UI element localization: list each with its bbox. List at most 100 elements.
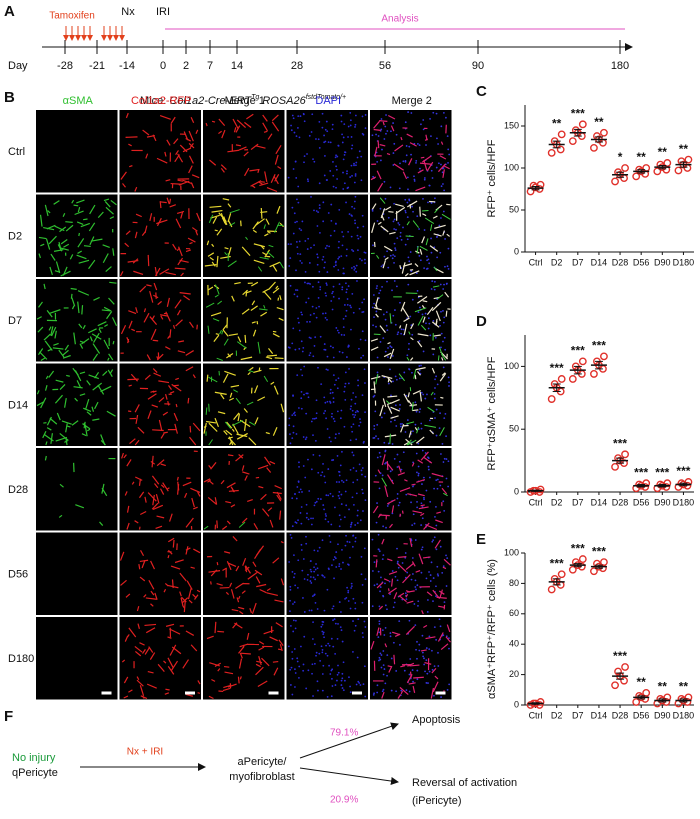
scale-bar <box>185 691 195 695</box>
texture <box>339 464 342 467</box>
texture <box>350 306 352 309</box>
texture <box>406 421 415 425</box>
texture <box>208 465 212 469</box>
texture <box>428 419 431 422</box>
texture <box>388 571 398 575</box>
texture <box>380 118 383 120</box>
texture <box>190 487 201 493</box>
nx-iri: Nx + IRI <box>127 747 163 758</box>
texture <box>290 666 293 669</box>
texture <box>386 499 396 505</box>
texture <box>356 410 359 412</box>
texture <box>425 636 436 640</box>
texture <box>239 676 242 680</box>
texture <box>343 390 346 393</box>
texture <box>331 564 333 567</box>
texture <box>317 366 319 369</box>
texture <box>352 467 355 469</box>
texture <box>232 622 238 629</box>
texture <box>188 165 193 174</box>
texture <box>394 249 397 251</box>
texture <box>197 491 201 497</box>
texture <box>435 375 438 378</box>
texture <box>306 153 308 155</box>
superscript: Tg <box>251 94 259 101</box>
texture <box>141 231 146 236</box>
texture <box>441 171 444 174</box>
texture <box>442 340 444 343</box>
texture <box>364 499 367 502</box>
texture <box>415 588 417 591</box>
texture <box>101 487 108 497</box>
texture <box>437 355 440 361</box>
texture <box>405 598 408 601</box>
texture <box>213 334 220 342</box>
reversal: Reversal of activation <box>412 777 517 789</box>
texture <box>376 356 379 359</box>
texture <box>385 324 388 327</box>
texture <box>296 252 299 255</box>
texture <box>151 502 159 510</box>
texture <box>66 374 70 377</box>
texture <box>418 228 420 230</box>
texture <box>135 307 138 314</box>
texture <box>326 428 329 430</box>
texture <box>379 143 386 147</box>
texture <box>289 433 291 436</box>
texture <box>384 350 387 353</box>
micrograph <box>203 448 285 531</box>
texture <box>208 214 214 223</box>
texture <box>441 357 444 361</box>
texture <box>381 454 386 466</box>
texture <box>333 577 335 580</box>
texture <box>408 430 412 438</box>
texture <box>324 481 327 484</box>
texture <box>336 178 339 180</box>
texture <box>292 603 294 605</box>
texture <box>407 188 409 191</box>
texture <box>435 204 443 211</box>
scale-bar <box>435 691 446 695</box>
texture <box>217 630 225 633</box>
texture <box>107 357 110 361</box>
texture <box>418 553 424 565</box>
texture <box>75 504 85 509</box>
texture <box>401 262 406 274</box>
texture <box>313 160 316 163</box>
texture <box>246 290 252 294</box>
texture <box>246 401 254 406</box>
texture <box>342 188 345 190</box>
texture <box>341 479 343 482</box>
texture <box>331 292 333 295</box>
day-label: 14 <box>231 60 243 72</box>
texture <box>341 640 344 643</box>
texture <box>442 366 445 369</box>
texture <box>371 209 374 212</box>
micrograph-grid: αSMA Col1a2-RFP Merge 1 DAPI Merge 2CtrlD2D7… <box>8 95 452 700</box>
texture <box>347 344 350 347</box>
texture <box>423 457 433 464</box>
texture <box>384 485 389 498</box>
texture <box>203 422 207 434</box>
texture <box>353 265 355 268</box>
texture <box>409 357 414 361</box>
texture <box>402 171 408 180</box>
texture <box>355 492 358 495</box>
texture <box>335 566 338 568</box>
texture <box>303 120 306 123</box>
texture <box>361 473 363 476</box>
texture <box>131 328 136 332</box>
texture <box>363 368 366 371</box>
texture <box>371 570 374 572</box>
texture <box>324 261 326 264</box>
texture <box>266 588 271 592</box>
texture <box>158 419 163 431</box>
texture <box>302 436 305 438</box>
texture <box>288 424 291 427</box>
texture <box>427 465 430 468</box>
texture <box>238 453 244 459</box>
texture <box>196 589 201 593</box>
texture <box>326 588 329 591</box>
texture <box>406 357 410 361</box>
texture <box>420 391 423 394</box>
